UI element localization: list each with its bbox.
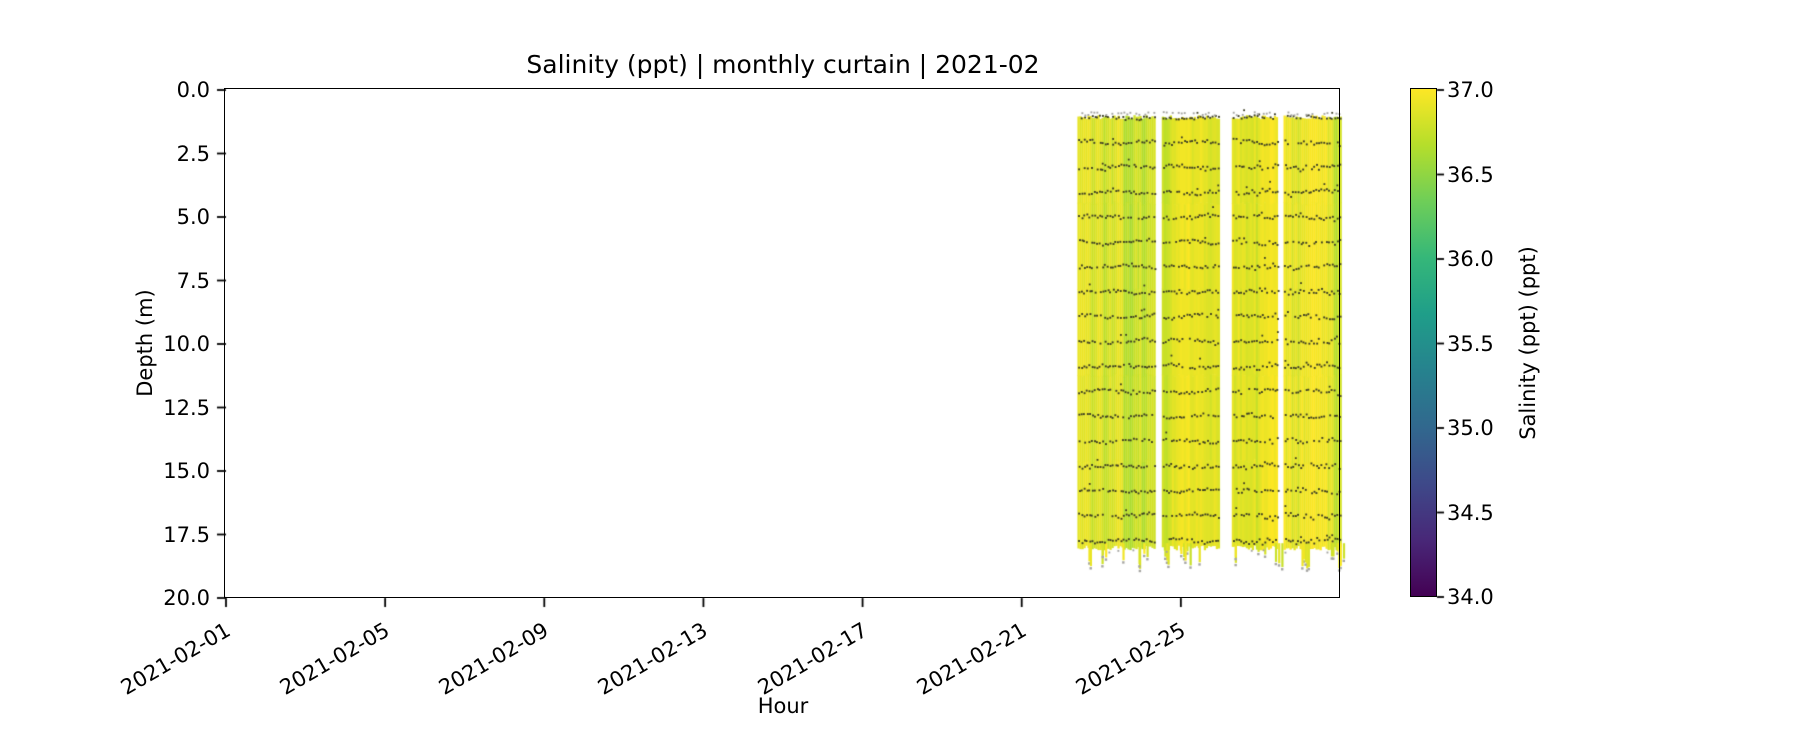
y-tick-label: 15.0	[163, 459, 210, 483]
colorbar-tick-label: 34.0	[1447, 585, 1494, 609]
y-tick-label: 2.5	[176, 141, 210, 166]
colorbar-tick-label: 37.0	[1447, 78, 1494, 102]
colorbar-tick-label: 35.0	[1447, 416, 1494, 440]
colorbar-tick-label: 36.0	[1447, 247, 1494, 271]
colorbar	[1410, 88, 1437, 597]
colorbar-tick-label: 34.5	[1447, 500, 1494, 525]
chart-title: Salinity (ppt) | monthly curtain | 2021-…	[526, 50, 1040, 79]
y-tick-label: 5.0	[176, 205, 210, 229]
y-tick-label: 17.5	[163, 522, 210, 547]
y-tick-label: 7.5	[176, 268, 210, 293]
x-axis-label: Hour	[757, 694, 809, 718]
y-tick-label: 20.0	[163, 586, 210, 610]
colorbar-tick-label: 35.5	[1447, 331, 1494, 356]
y-tick-label: 12.5	[163, 395, 210, 420]
y-tick-label: 0.0	[176, 78, 210, 102]
y-tick-label: 10.0	[163, 332, 210, 356]
colorbar-tick-label: 36.5	[1447, 162, 1494, 187]
